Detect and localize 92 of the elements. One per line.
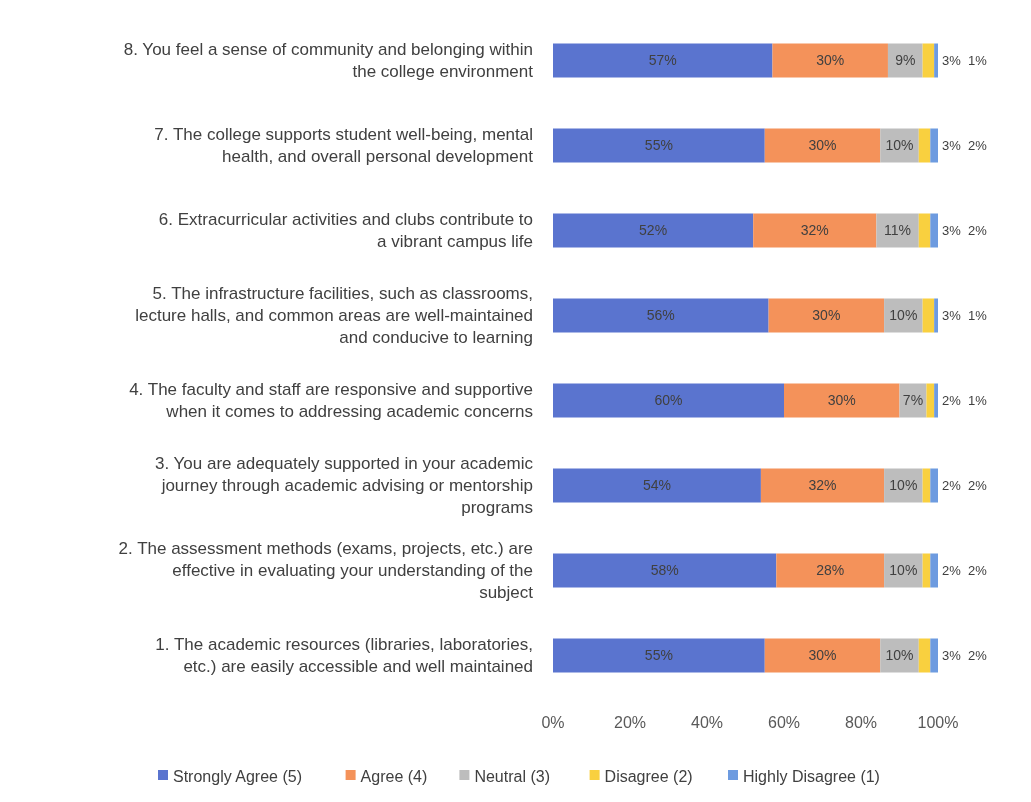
data-label: 57% <box>648 52 677 69</box>
data-label: 9% <box>895 52 916 69</box>
y-tick-label: 6. Extracurricular activities and clubs contribute to a vibrant campus life <box>158 210 533 252</box>
data-label: 1% <box>968 308 988 324</box>
data-label: 3% <box>942 308 962 324</box>
bar <box>922 468 931 503</box>
bar <box>553 298 769 333</box>
data-label: 2% <box>942 478 962 494</box>
data-label: 30% <box>816 52 845 69</box>
bar <box>930 553 938 588</box>
x-tick-label: 0% <box>541 714 565 731</box>
bar <box>772 43 888 78</box>
bar <box>934 383 938 418</box>
bar <box>930 128 938 163</box>
y-tick-label: 8. You feel a sense of community and belonging within the college environment <box>123 40 534 82</box>
data-label: 10% <box>889 477 918 494</box>
data-label: 2% <box>968 563 988 579</box>
bar <box>922 298 935 333</box>
bar <box>768 298 885 333</box>
y-tick-label: 5. The infrastructure facilities, such as classrooms, lecture halls, and common areas are well-maintained and conducive to learning <box>135 284 533 348</box>
data-label: 7% <box>902 392 924 409</box>
bar <box>553 468 761 503</box>
data-label: 55% <box>644 647 673 664</box>
data-label: 2% <box>942 563 962 579</box>
x-tick-label: 20% <box>613 714 647 731</box>
data-label: 60% <box>654 392 683 409</box>
bar <box>553 383 784 418</box>
bar <box>918 638 931 673</box>
data-label: 32% <box>800 222 829 239</box>
data-label: 11% <box>884 222 912 239</box>
bar <box>784 383 900 418</box>
y-tick-label: 4. The faculty and staff are responsive and supportive when it comes to addressing academic concerns <box>129 380 533 422</box>
legend-label: Disagree (2) <box>604 767 693 785</box>
bar <box>918 213 931 248</box>
data-label: 2% <box>968 478 988 494</box>
bar <box>934 298 938 333</box>
bar <box>553 553 777 588</box>
data-label: 2% <box>968 138 988 154</box>
bar <box>876 213 919 248</box>
data-label: 10% <box>885 647 914 664</box>
y-tick-label: 2. The assessment methods (exams, projects, etc.) are effective in evaluating your understanding of the subject <box>118 539 534 603</box>
bar <box>930 468 938 503</box>
data-label: 1% <box>968 53 988 69</box>
bar <box>922 553 931 588</box>
bar <box>553 128 765 163</box>
x-tick-label: 40% <box>690 714 724 731</box>
data-label: 28% <box>816 562 845 579</box>
data-label: 3% <box>942 138 962 154</box>
data-label: 1% <box>968 393 988 409</box>
data-label: 55% <box>644 137 673 154</box>
data-label: 30% <box>808 647 837 664</box>
data-label: 52% <box>639 222 668 239</box>
bar <box>926 383 935 418</box>
data-label: 3% <box>942 53 962 69</box>
bar <box>918 128 931 163</box>
data-label: 30% <box>827 392 856 409</box>
y-tick-label: 3. You are adequately supported in your academic journey through academic advising or mentorship programs <box>154 454 534 518</box>
legend-label: Neutral (3) <box>474 767 550 785</box>
bar <box>553 43 773 78</box>
data-label: 32% <box>808 477 837 494</box>
y-tick-label: 7. The college supports student well-being, mental health, and overall personal development <box>154 125 534 167</box>
data-label: 10% <box>885 137 914 154</box>
data-label: 10% <box>889 307 918 324</box>
bar <box>553 213 754 248</box>
x-tick-label: 80% <box>844 714 878 731</box>
bar <box>930 638 938 673</box>
data-label: 58% <box>650 562 679 579</box>
bar <box>764 128 881 163</box>
data-label: 30% <box>812 307 841 324</box>
bar <box>922 43 935 78</box>
bar <box>760 468 885 503</box>
bar <box>764 638 881 673</box>
data-label: 2% <box>942 393 962 409</box>
legend-label: Highly Disagree (1) <box>743 767 880 785</box>
legend-label: Agree (4) <box>360 767 428 785</box>
legend-label: Strongly Agree (5) <box>173 767 302 785</box>
bar <box>753 213 877 248</box>
bar <box>776 553 885 588</box>
bar <box>553 638 765 673</box>
data-label: 10% <box>889 562 918 579</box>
data-label: 56% <box>646 307 675 324</box>
data-label: 3% <box>942 648 962 664</box>
data-label: 2% <box>968 648 988 664</box>
bar <box>934 43 938 78</box>
x-tick-label: 100% <box>917 714 959 731</box>
y-tick-label: 1. The academic resources (libraries, laboratories, etc.) are easily accessible and well maintained <box>155 635 533 677</box>
bar <box>930 213 938 248</box>
data-label: 2% <box>968 223 988 239</box>
data-label: 3% <box>942 223 962 239</box>
x-tick-label: 60% <box>767 714 801 731</box>
data-label: 30% <box>808 137 837 154</box>
data-label: 54% <box>642 477 671 494</box>
